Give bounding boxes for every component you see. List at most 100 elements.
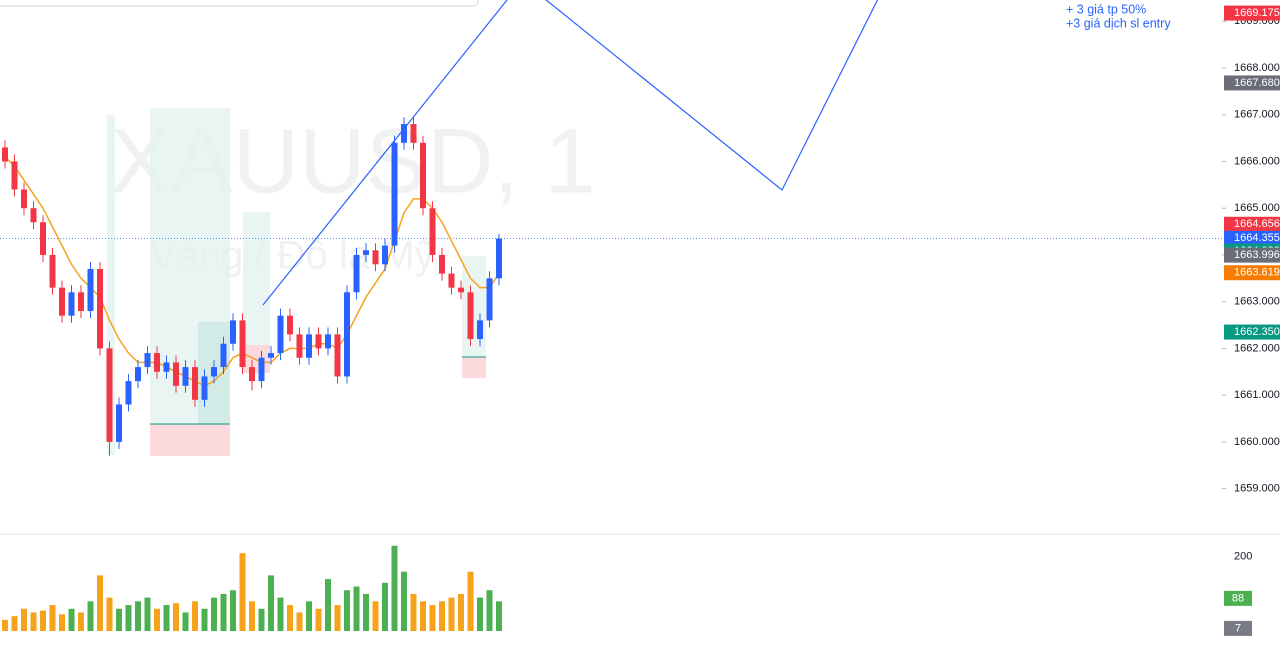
- candle-body: [486, 278, 493, 321]
- trend-line: [262, 0, 508, 306]
- volume-bar: [344, 590, 350, 631]
- volume-bar: [21, 608, 27, 631]
- volume-bar: [306, 601, 312, 631]
- candle-body: [363, 250, 369, 255]
- volume-bar: [410, 593, 417, 631]
- volume-bar: [68, 608, 75, 631]
- volume-bar: [11, 616, 18, 631]
- volume-tick-label: 200: [1234, 551, 1252, 563]
- volume-bar: [334, 605, 341, 631]
- volume-bar: [49, 605, 56, 631]
- candle-body: [97, 268, 103, 349]
- candle-body: [296, 334, 303, 358]
- volume-bar: [30, 612, 37, 631]
- candle-body: [230, 320, 236, 344]
- candle-body: [192, 367, 198, 400]
- candle-body: [49, 254, 56, 288]
- candle-body: [2, 147, 8, 162]
- volume-bar: [40, 610, 46, 631]
- price-tag-label: 1667.680: [1234, 77, 1280, 89]
- candle-body: [21, 189, 27, 209]
- candle-body: [448, 273, 455, 288]
- trend-line: [545, 0, 879, 191]
- volume-bar: [78, 612, 84, 631]
- candle-body: [391, 142, 398, 246]
- volume-bar: [87, 601, 94, 631]
- volume-bar: [277, 597, 284, 631]
- candle-body: [239, 320, 246, 368]
- volume-bar: [391, 545, 398, 631]
- candle-body: [40, 222, 46, 255]
- volume-bar: [372, 601, 379, 631]
- volume-bar: [163, 605, 170, 631]
- price-tag: [1224, 75, 1280, 91]
- price-tag: [1224, 216, 1280, 232]
- candle-body: [410, 124, 417, 143]
- candle-body: [334, 334, 341, 377]
- candle-body: [306, 334, 312, 358]
- candle-body: [344, 292, 350, 377]
- volume-bar: [477, 597, 483, 631]
- candle-body: [125, 381, 132, 405]
- volume-bar: [439, 601, 445, 631]
- volume-bar: [429, 605, 436, 631]
- candle-body: [467, 292, 474, 340]
- y-tick-label: 1662.000: [1234, 342, 1280, 354]
- note: + 3 giá tp 50%: [1066, 2, 1146, 16]
- candle-body: [458, 287, 464, 293]
- volume-bar: [173, 603, 179, 631]
- price-tag-label: 1663.996: [1234, 249, 1280, 261]
- volume-tag-label: 7: [1235, 622, 1241, 634]
- volume-bar: [144, 597, 151, 631]
- candle-body: [249, 367, 255, 382]
- candle-body: [258, 357, 265, 382]
- y-tick-label: 1665.000: [1234, 202, 1280, 214]
- candle-body: [106, 348, 113, 442]
- candle-body: [420, 142, 426, 209]
- candle-body: [182, 367, 189, 386]
- position-loss: [150, 424, 230, 456]
- candle-body: [68, 292, 75, 316]
- y-tick-label: 1666.000: [1234, 155, 1280, 167]
- candle-body: [11, 161, 18, 190]
- position-loss: [462, 357, 486, 378]
- volume-bar: [249, 601, 255, 631]
- volume-bar: [135, 601, 141, 631]
- candle-body: [401, 124, 407, 143]
- volume-bar: [116, 608, 122, 631]
- volume-bar: [315, 608, 322, 631]
- volume-bar: [401, 571, 407, 631]
- position-profit: [243, 212, 270, 345]
- position-profit: [107, 115, 115, 455]
- y-tick-label: 1660.000: [1234, 436, 1280, 448]
- y-tick-label: 1661.000: [1234, 389, 1280, 401]
- volume-bar: [296, 612, 303, 631]
- candle-body: [154, 353, 160, 372]
- price-tag: [1224, 265, 1280, 281]
- candle-body: [477, 320, 483, 340]
- volume-bar: [211, 597, 217, 631]
- price-tag-label: 1669.175: [1234, 7, 1280, 19]
- price-tag: [1224, 247, 1280, 263]
- candle-body: [382, 245, 388, 265]
- volume-bar: [382, 582, 388, 631]
- volume-bar: [363, 593, 369, 631]
- volume-bar: [353, 586, 360, 631]
- candle-body: [135, 367, 141, 382]
- volume-tag-label: 88: [1232, 592, 1244, 604]
- candle-body: [372, 250, 379, 265]
- price-tag-label: 1664.656: [1234, 218, 1280, 230]
- volume-bar: [192, 601, 198, 631]
- y-tick-label: 1667.000: [1234, 109, 1280, 121]
- volume-bar: [182, 612, 189, 631]
- volume-bar: [448, 597, 455, 631]
- volume-bar: [97, 575, 103, 631]
- volume-bar: [258, 608, 265, 631]
- volume-bar: [230, 590, 236, 631]
- candle-body: [144, 353, 151, 368]
- note: +3 giá dịch sl entry: [1066, 16, 1171, 30]
- y-tick-label: 1659.000: [1234, 483, 1280, 495]
- candle-body: [87, 268, 94, 312]
- volume-bar: [2, 619, 8, 631]
